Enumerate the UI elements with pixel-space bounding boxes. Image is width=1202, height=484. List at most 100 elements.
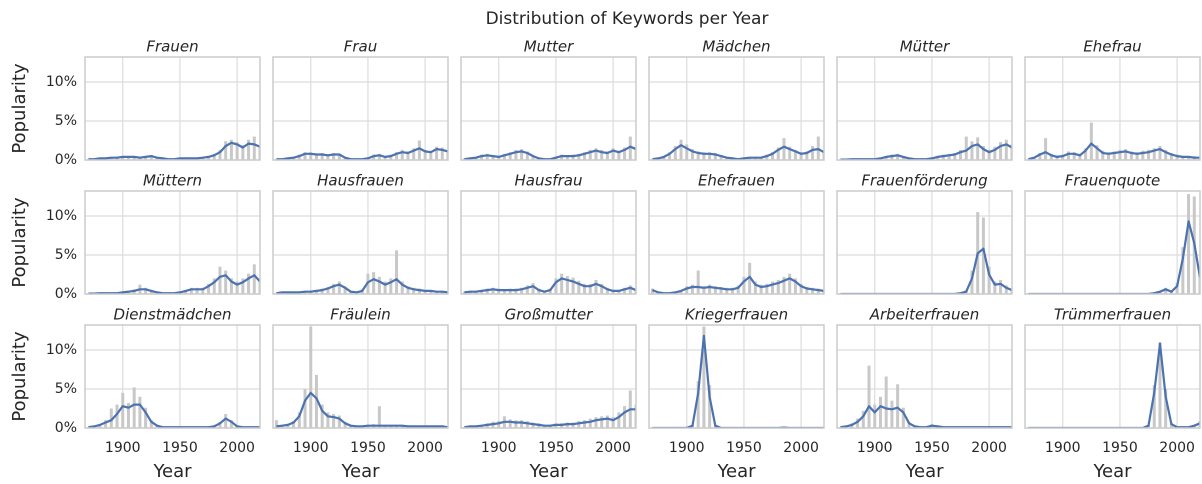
bar — [736, 285, 740, 294]
bar — [690, 284, 694, 294]
x-tick-label: 1900 — [481, 440, 517, 456]
bar — [742, 276, 746, 294]
bar — [149, 290, 153, 294]
bar — [782, 276, 786, 294]
bar — [229, 420, 233, 428]
panel-title: Mütter — [900, 38, 950, 56]
bar — [224, 413, 228, 428]
chart-title: Distribution of Keywords per Year — [486, 9, 769, 29]
bar — [235, 281, 239, 294]
line — [652, 144, 824, 160]
bar — [588, 283, 592, 294]
y-axis-label: Popularity — [9, 331, 30, 422]
bar — [201, 157, 205, 160]
bar — [252, 264, 256, 294]
bar — [480, 154, 484, 160]
x-tick-label: 2000 — [219, 440, 255, 456]
bar — [702, 286, 706, 294]
bar — [959, 149, 963, 160]
panel-background — [1025, 325, 1200, 428]
y-tick-label: 0% — [55, 286, 77, 302]
bar — [713, 152, 717, 160]
line — [840, 247, 1012, 294]
x-tick-label: 1900 — [669, 440, 705, 456]
panel-frame — [648, 324, 825, 429]
bar — [109, 157, 113, 160]
bar — [1175, 283, 1179, 294]
bar — [389, 278, 393, 294]
bar — [662, 156, 666, 160]
bar — [372, 272, 376, 294]
bar — [1101, 150, 1105, 160]
bar — [776, 147, 780, 160]
bar — [497, 156, 501, 160]
bar — [400, 149, 404, 160]
bar — [297, 412, 301, 428]
bar — [218, 421, 222, 428]
bar — [303, 152, 307, 160]
bar — [332, 152, 336, 160]
bar — [343, 157, 347, 160]
bar — [867, 365, 871, 428]
panel-background — [1025, 191, 1200, 294]
bar — [719, 286, 723, 294]
bar — [1135, 152, 1139, 160]
bar — [583, 283, 587, 294]
bar — [138, 396, 142, 428]
bar — [531, 283, 535, 294]
y-tick-label: 5% — [55, 247, 77, 263]
bar — [502, 289, 506, 294]
bar — [520, 287, 524, 294]
x-tick-label: 2000 — [783, 440, 819, 456]
bar — [605, 151, 609, 160]
bar — [429, 150, 433, 160]
bar — [878, 396, 882, 428]
bar — [896, 153, 900, 160]
bar — [423, 149, 427, 160]
bar — [309, 152, 313, 160]
bar — [554, 278, 558, 294]
bar — [491, 155, 495, 160]
bar — [907, 421, 911, 428]
bar — [229, 139, 233, 160]
bar — [320, 404, 324, 428]
bar — [485, 153, 489, 160]
bar — [1169, 423, 1173, 428]
panel-title: Großmutter — [505, 306, 594, 324]
bar — [713, 286, 717, 294]
x-tick-label: 1900 — [293, 440, 329, 456]
bar — [890, 154, 894, 160]
bar — [429, 290, 433, 294]
bar — [537, 288, 541, 294]
bar — [1044, 138, 1048, 160]
bar — [600, 416, 604, 428]
bar — [389, 154, 393, 160]
bar — [417, 288, 421, 294]
bar — [462, 291, 466, 294]
bar — [884, 376, 888, 428]
bar — [337, 415, 341, 428]
panel-title: Müttern — [143, 172, 202, 190]
bar — [588, 418, 592, 428]
bar — [896, 384, 900, 428]
bar — [816, 288, 820, 294]
panel-title: Mutter — [524, 38, 574, 56]
bar — [623, 147, 627, 160]
bar — [623, 287, 627, 294]
bar — [326, 286, 330, 294]
x-tick-label: 2000 — [1159, 440, 1195, 456]
bar — [115, 404, 119, 428]
bar — [953, 152, 957, 160]
bar — [423, 290, 427, 294]
panel-frame — [1024, 190, 1201, 295]
panel-title: Frauen — [146, 38, 198, 56]
bar — [377, 276, 381, 294]
bar — [856, 418, 860, 428]
line — [464, 277, 636, 294]
panel-frame — [836, 56, 1013, 161]
bar — [873, 404, 877, 428]
line — [88, 141, 260, 160]
panel-frame — [1024, 56, 1201, 161]
panel-background — [649, 57, 824, 160]
bar — [491, 287, 495, 294]
